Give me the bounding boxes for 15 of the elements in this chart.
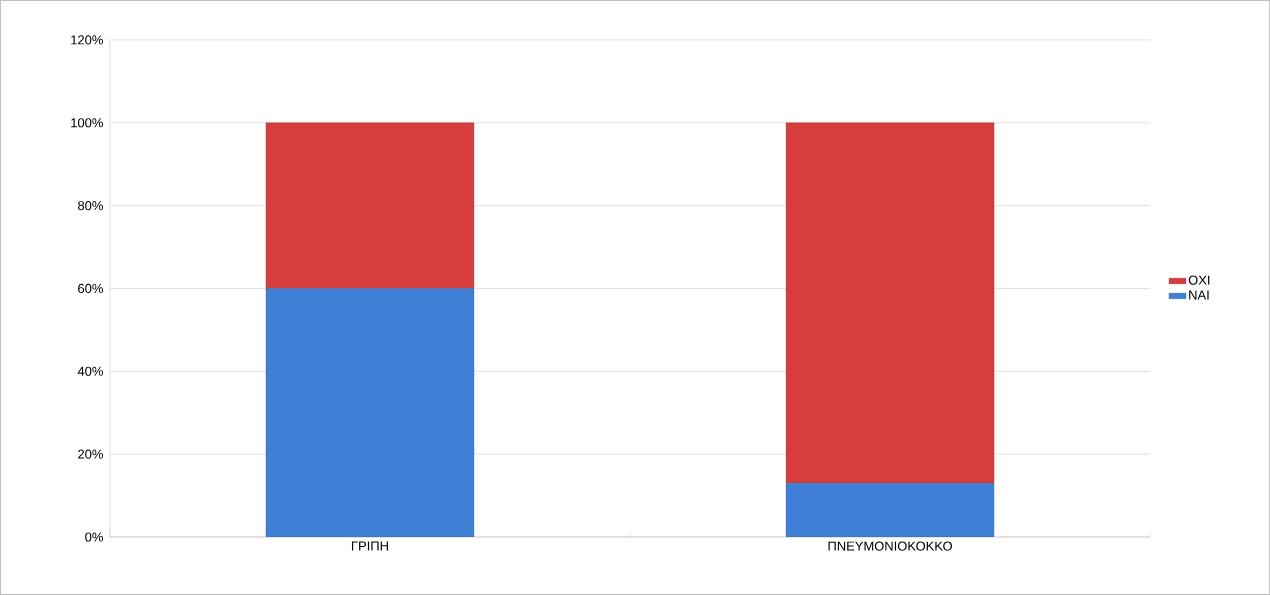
bar	[785, 483, 995, 538]
y-tick-label: 60%	[78, 283, 103, 294]
y-tick-label: 100%	[71, 118, 103, 128]
y-tick-label: 20%	[78, 449, 103, 459]
legend-label: ΝΑΙ	[1189, 290, 1209, 300]
x-tick-label: ΠΝΕΥΜΟΝΙΟΚΟΚΚΟ	[828, 541, 952, 551]
y-tick-label: 0%	[85, 532, 103, 542]
y-tick-label: 80%	[78, 201, 103, 211]
x-tick-label: ΓΡΙΠΗ	[351, 541, 388, 551]
y-tick-label: 40%	[77, 366, 103, 376]
bar	[785, 122, 995, 484]
y-tick-label: 120%	[71, 35, 103, 45]
bar	[265, 122, 475, 289]
legend-label: ΟΧΙ	[1188, 275, 1210, 285]
bar	[265, 288, 475, 538]
